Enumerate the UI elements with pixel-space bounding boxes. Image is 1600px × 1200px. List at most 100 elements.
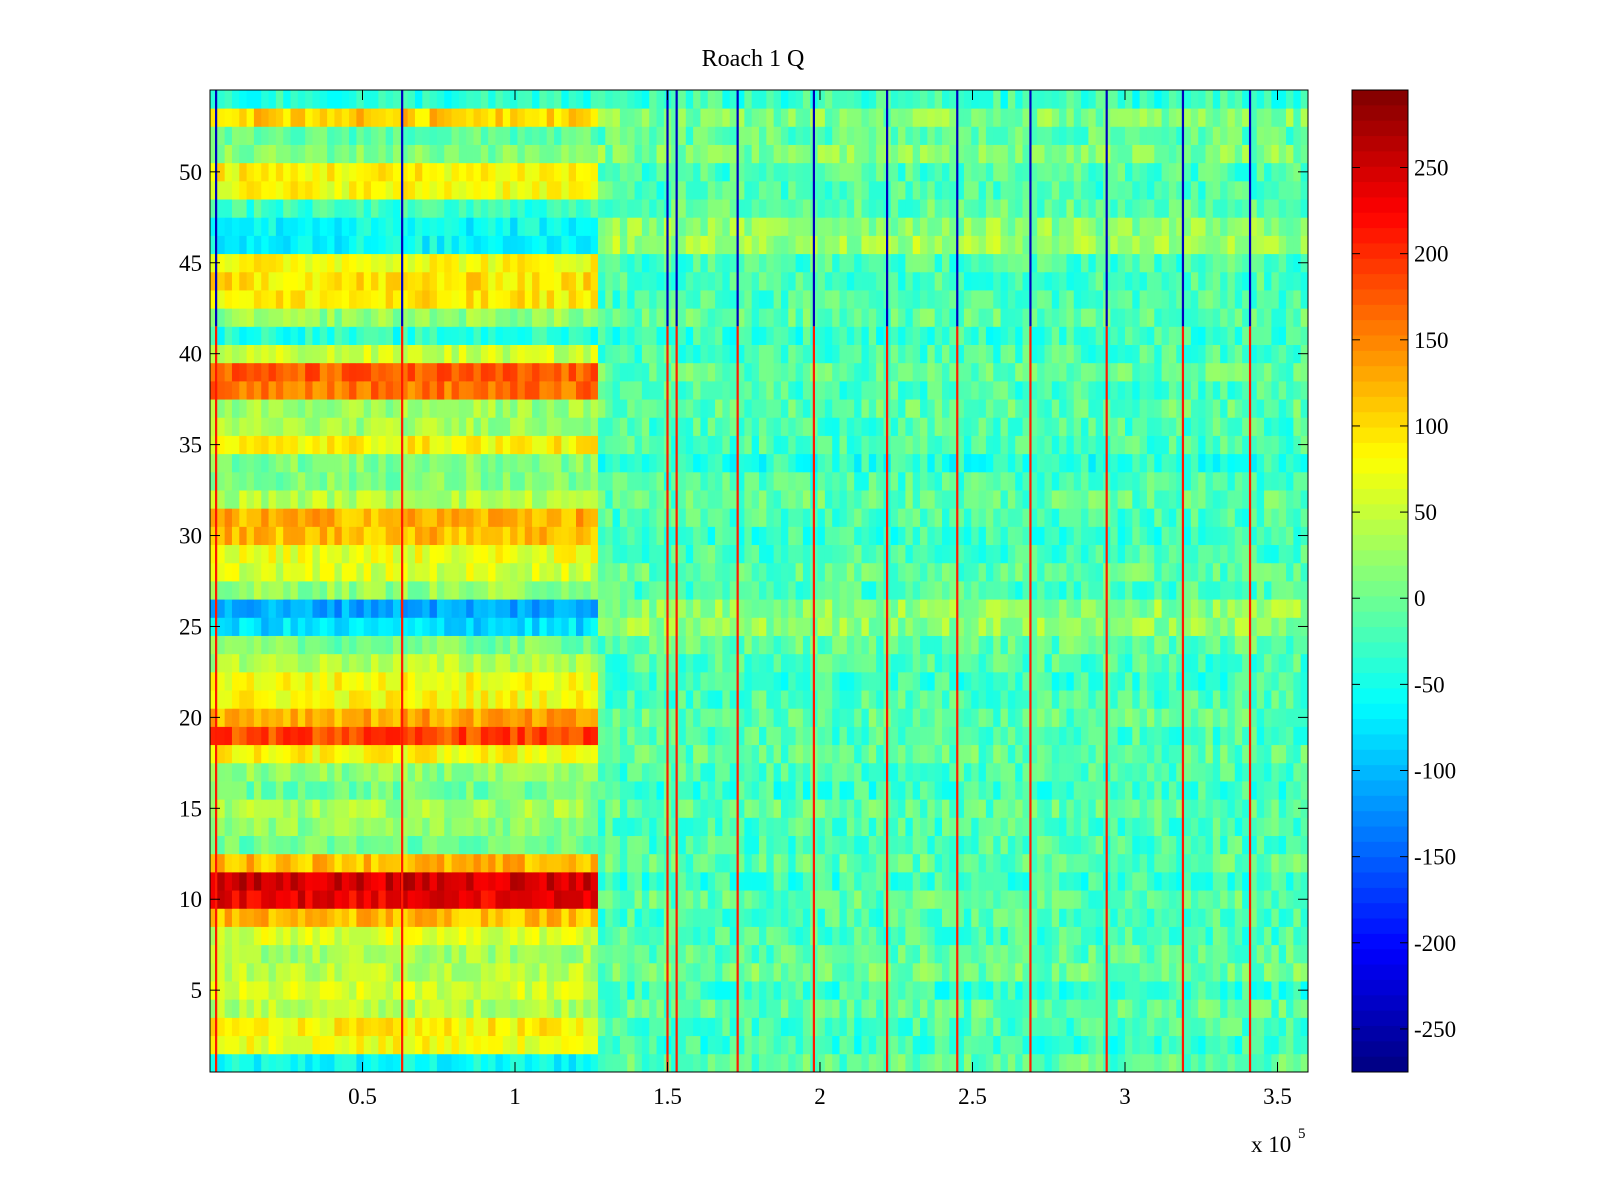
heatmap-cell: [1242, 617, 1250, 636]
heatmap-cell: [1183, 581, 1192, 600]
heatmap-cell: [993, 726, 1001, 746]
heatmap-cell: [385, 781, 394, 800]
heatmap-cell: [715, 981, 723, 1000]
heatmap-cell: [1037, 1017, 1045, 1037]
heatmap-cell: [1073, 544, 1082, 564]
heatmap-cell: [1227, 671, 1236, 691]
heatmap-cell: [605, 744, 613, 764]
heatmap-cell: [890, 944, 899, 964]
heatmap-cell: [956, 544, 965, 564]
heatmap-cell: [890, 508, 899, 527]
heatmap-cell: [649, 981, 657, 1000]
heatmap-cell: [729, 871, 738, 891]
heatmap-cell: [268, 835, 277, 855]
heatmap-cell: [1132, 835, 1141, 855]
heatmap-cell: [1168, 908, 1177, 927]
heatmap-cell: [568, 853, 577, 873]
heatmap-cell: [378, 671, 387, 691]
heatmap-cell: [839, 599, 848, 618]
heatmap-cell: [963, 562, 972, 582]
heatmap-cell: [876, 671, 884, 691]
heatmap-cell: [1256, 562, 1265, 582]
heatmap-cell: [458, 799, 467, 818]
heatmap-cell: [942, 890, 950, 909]
heatmap-cell: [876, 690, 884, 709]
heatmap-cell: [502, 853, 511, 873]
heatmap-cell: [1264, 1017, 1272, 1037]
heatmap-cell: [502, 1035, 511, 1055]
heatmap-cell: [934, 835, 943, 855]
heatmap-cell: [1183, 835, 1192, 855]
heatmap-cell: [641, 671, 650, 691]
heatmap-cell: [729, 781, 738, 800]
heatmap-cell: [942, 471, 950, 491]
heatmap-cell: [334, 490, 343, 509]
heatmap-cell: [378, 871, 387, 891]
heatmap-cell: [737, 690, 745, 709]
heatmap-cell: [356, 799, 365, 818]
heatmap-cell: [583, 871, 592, 891]
heatmap-cell: [1154, 999, 1162, 1018]
heatmap-cell: [590, 853, 599, 873]
heatmap-cell: [1125, 562, 1133, 582]
heatmap-cell: [1051, 617, 1060, 636]
heatmap-cell: [846, 599, 855, 618]
heatmap-cell: [1293, 926, 1302, 946]
heatmap-cell: [466, 708, 474, 727]
heatmap-cell: [349, 926, 357, 946]
heatmap-cell: [356, 490, 365, 509]
heatmap-cell: [510, 1053, 518, 1073]
heatmap-cell: [1264, 1035, 1272, 1055]
heatmap-cell: [890, 562, 899, 582]
heatmap-cell: [1205, 544, 1214, 564]
heatmap-cell: [817, 635, 826, 655]
heatmap-cell: [1044, 526, 1053, 546]
heatmap-cell: [1073, 562, 1082, 582]
heatmap-cell: [722, 1035, 731, 1055]
heatmap-cell: [400, 799, 409, 818]
heatmap-cell: [773, 926, 782, 946]
heatmap-cell: [488, 944, 496, 964]
heatmap-cell: [693, 981, 701, 1000]
heatmap-cell: [532, 581, 540, 600]
heatmap-cell: [429, 471, 438, 491]
heatmap-cell: [700, 653, 709, 673]
heatmap-cell: [729, 962, 738, 982]
heatmap-cell: [1110, 508, 1119, 527]
heatmap-cell: [576, 671, 584, 691]
heatmap-cell: [876, 490, 884, 509]
heatmap-cell: [671, 781, 679, 800]
heatmap-cell: [1044, 908, 1053, 927]
heatmap-cell: [1249, 926, 1258, 946]
heatmap-cell: [890, 1053, 899, 1073]
heatmap-cell: [861, 726, 870, 746]
heatmap-cell: [795, 544, 804, 564]
heatmap-cell: [458, 853, 467, 873]
heatmap-cell: [327, 526, 335, 546]
heatmap-cell: [605, 599, 613, 618]
heatmap-cell: [1249, 799, 1258, 818]
heatmap-cell: [554, 762, 562, 782]
heatmap-cell: [1205, 1035, 1214, 1055]
heatmap-cell: [444, 817, 452, 836]
heatmap-cell: [634, 944, 643, 964]
heatmap-cell: [363, 981, 372, 1000]
heatmap-cell: [1095, 671, 1104, 691]
heatmap-cell: [1256, 999, 1265, 1018]
heatmap-cell: [473, 962, 482, 982]
heatmap-cell: [480, 726, 489, 746]
heatmap-cell: [275, 944, 284, 964]
heatmap-cell: [641, 890, 650, 909]
heatmap-cell: [524, 490, 533, 509]
heatmap-cell: [532, 1017, 540, 1037]
heatmap-cell: [217, 726, 226, 746]
heatmap-cell: [956, 653, 965, 673]
heatmap-cell: [656, 999, 665, 1018]
heatmap-cell: [824, 871, 833, 891]
heatmap-cell: [539, 599, 548, 618]
heatmap-cell: [619, 999, 628, 1018]
heatmap-cell: [905, 890, 914, 909]
heatmap-cell: [363, 708, 372, 727]
heatmap-cell: [737, 799, 745, 818]
heatmap-cell: [956, 799, 965, 818]
